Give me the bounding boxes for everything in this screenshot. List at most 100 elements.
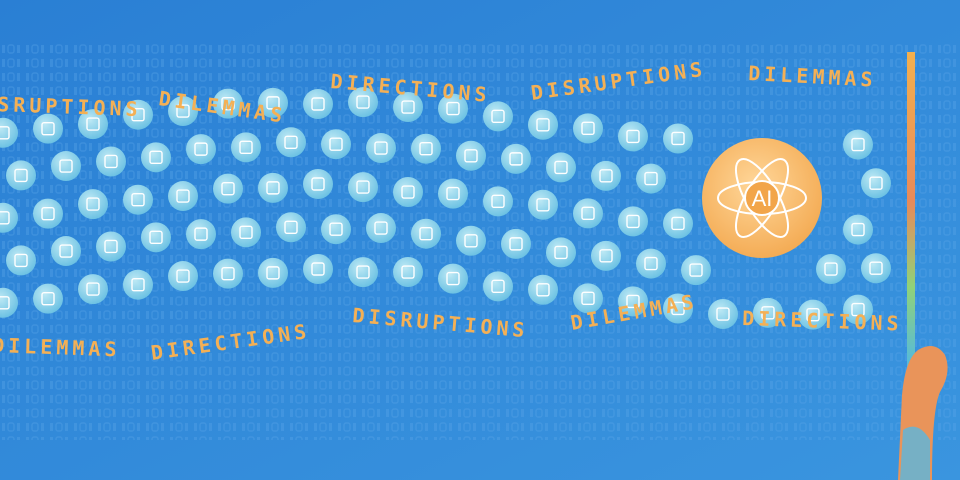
icon-bubble: [573, 198, 603, 229]
icon-bubble: [33, 113, 63, 144]
icon-glyph: [149, 150, 163, 165]
icon-bubble: [546, 237, 576, 268]
icon-glyph: [554, 160, 568, 175]
icon-bubble: [843, 294, 873, 325]
icon-bubble: [393, 92, 423, 123]
icon-bubble: [483, 101, 513, 132]
icon-bubble: [276, 127, 306, 158]
icon-glyph: [14, 253, 28, 268]
icon-glyph: [239, 225, 253, 240]
icon-bubbles: [0, 87, 891, 330]
icon-bubble: [213, 258, 243, 289]
icon-glyph: [86, 117, 100, 131]
icon-glyph: [356, 180, 370, 194]
icon-bubble: [33, 198, 63, 229]
icon-glyph: [626, 294, 640, 309]
icon-bubble: [663, 293, 693, 324]
icon-bubble: [456, 140, 486, 171]
icon-bubble: [618, 286, 648, 317]
icon-glyph: [131, 108, 145, 122]
icon-bubble: [78, 109, 108, 140]
banner-word: DILEMMAS: [0, 333, 121, 361]
icon-bubble: [123, 99, 153, 130]
icon-glyph: [131, 278, 145, 292]
icon-bubble: [123, 269, 153, 300]
icon-glyph: [41, 291, 55, 306]
icon-glyph: [374, 221, 388, 235]
icon-glyph: [671, 131, 685, 146]
icon-bubble: [501, 143, 531, 174]
icon-bubble: [366, 213, 396, 244]
icon-bubble: [816, 254, 846, 285]
icon-bubble: [663, 208, 693, 239]
icon-glyph: [176, 104, 190, 118]
icon-glyph: [311, 262, 325, 276]
icon-bubble: [96, 231, 126, 262]
icon-glyph: [221, 266, 235, 281]
icon-bubble: [618, 206, 648, 237]
icon-glyph: [311, 97, 325, 111]
icon-bubble: [528, 189, 558, 220]
icon-bubble: [348, 87, 378, 118]
icon-bubble: [861, 168, 891, 199]
icon-glyph: [401, 100, 415, 114]
icon-glyph: [626, 214, 640, 229]
icon-glyph: [401, 265, 415, 279]
icon-glyph: [509, 152, 523, 166]
icon-glyph: [671, 301, 685, 316]
icon-glyph: [581, 291, 595, 306]
icon-glyph: [761, 306, 775, 320]
atom-core: [744, 180, 780, 216]
icon-bubble: [141, 222, 171, 253]
icon-bubble: [51, 236, 81, 267]
icon-glyph: [491, 279, 505, 294]
icon-bubble: [303, 254, 333, 285]
icon-glyph: [824, 262, 838, 276]
icon-glyph: [806, 307, 820, 322]
icon-glyph: [356, 95, 370, 109]
icon-bubble: [483, 186, 513, 217]
icon-glyph: [266, 96, 280, 110]
icon-glyph: [491, 194, 505, 209]
icon-bubble: [546, 152, 576, 183]
icon-glyph: [869, 176, 883, 190]
icon-glyph: [284, 220, 298, 234]
icon-bubble: [753, 297, 783, 328]
icon-bubble: [168, 261, 198, 292]
icon-bubble: [213, 88, 243, 119]
icon-bubble: [843, 214, 873, 245]
icon-glyph: [176, 269, 190, 283]
icon-glyph: [0, 211, 10, 225]
icon-bubble: [303, 169, 333, 200]
icon-glyph: [0, 126, 10, 140]
icon-glyph: [599, 169, 613, 183]
icon-glyph: [851, 222, 865, 237]
icon-glyph: [194, 227, 208, 241]
icon-bubble: [798, 299, 828, 330]
icon-glyph: [599, 249, 613, 263]
icon-bubble: [51, 151, 81, 182]
icon-glyph: [419, 226, 433, 241]
icon-bubble: [321, 129, 351, 160]
icon-bubble: [411, 133, 441, 164]
icon-glyph: [59, 244, 73, 258]
icon-bubble: [231, 217, 261, 248]
icon-bubble: [663, 123, 693, 154]
icon-bubble: [168, 96, 198, 127]
icon-bubble: [438, 263, 468, 294]
icon-bubble: [321, 214, 351, 245]
icon-glyph: [464, 234, 478, 248]
icon-glyph: [41, 206, 55, 221]
icon-glyph: [194, 142, 208, 156]
icon-bubble: [348, 172, 378, 203]
icon-bubble: [456, 225, 486, 256]
icon-glyph: [59, 159, 73, 173]
icon-glyph: [869, 261, 883, 275]
icon-glyph: [536, 198, 550, 212]
icon-bubble: [636, 163, 666, 194]
icon-glyph: [221, 96, 235, 111]
icon-glyph: [581, 206, 595, 221]
icon-glyph: [374, 141, 388, 155]
icon-bubble: [681, 255, 711, 286]
